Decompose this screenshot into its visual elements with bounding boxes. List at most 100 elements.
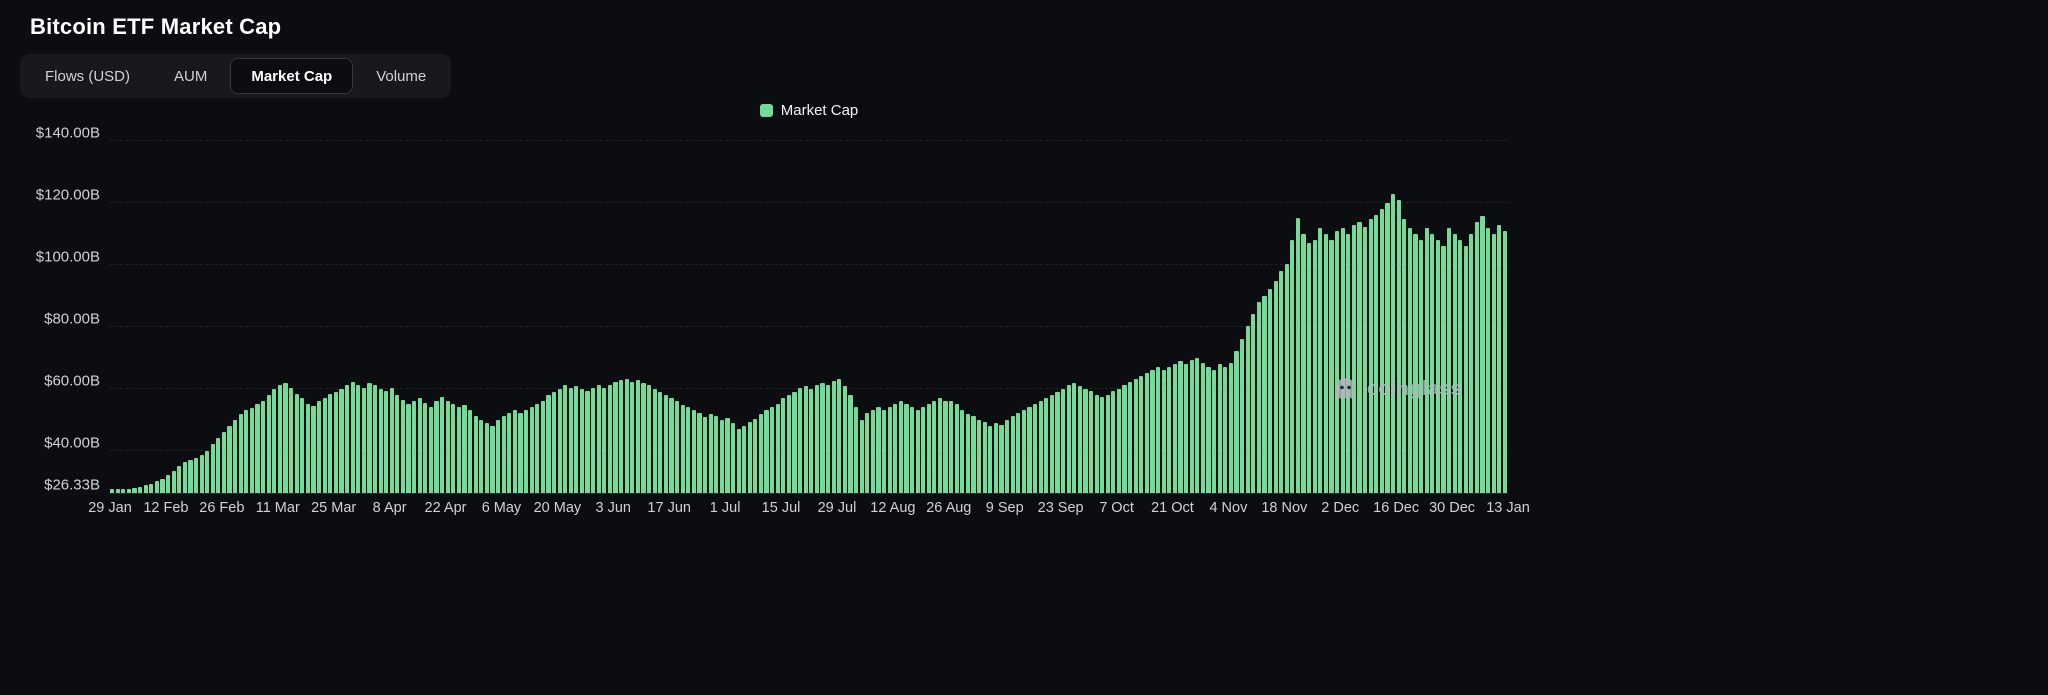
bar (171, 470, 176, 493)
bar (1446, 228, 1452, 493)
bar (764, 410, 769, 493)
bar (143, 485, 148, 493)
chart-tab-bar: Flows (USD) AUM Market Cap Volume (20, 54, 452, 98)
bar (1486, 227, 1491, 493)
bar (909, 407, 915, 493)
bar (949, 401, 954, 493)
bar (440, 397, 445, 493)
x-tick-label: 30 Dec (1429, 500, 1476, 516)
bar (149, 483, 154, 493)
bar (792, 391, 797, 493)
bar (848, 395, 853, 493)
bar (199, 455, 204, 493)
bar (1402, 218, 1407, 493)
bar (803, 386, 808, 493)
bar (736, 428, 741, 493)
x-tick-label: 16 Dec (1373, 500, 1420, 516)
chart-legend: Market Cap (0, 102, 1618, 119)
x-tick-label: 18 Nov (1261, 500, 1308, 516)
bar (110, 489, 115, 493)
bar (233, 419, 238, 493)
bar (1357, 221, 1362, 493)
bar (781, 398, 786, 493)
bar (490, 425, 495, 493)
bar (1374, 215, 1379, 493)
gridline-140 (110, 140, 1508, 142)
bar (395, 394, 400, 493)
bar (456, 407, 462, 493)
x-tick-label: 7 Oct (1099, 500, 1134, 516)
bar (1491, 233, 1496, 493)
bar (1340, 227, 1345, 493)
tab-volume[interactable]: Volume (376, 67, 427, 85)
bar (1273, 280, 1278, 493)
bar (635, 379, 641, 493)
gridline-40 (110, 449, 1508, 451)
tab-market-cap[interactable]: Market Cap (230, 58, 354, 94)
bar (865, 413, 870, 493)
bar (921, 407, 926, 493)
bar (965, 413, 971, 493)
gridline-100 (110, 264, 1508, 266)
bar (775, 403, 780, 493)
bar (378, 388, 383, 493)
bar (1161, 369, 1166, 493)
bar (1435, 239, 1440, 493)
bar (244, 410, 249, 493)
x-tick-label: 22 Apr (424, 500, 467, 516)
bar (249, 407, 255, 493)
x-tick-label: 8 Apr (372, 500, 407, 516)
bar (1122, 385, 1127, 493)
bar (1418, 240, 1424, 493)
bar (417, 398, 422, 493)
bar (289, 388, 294, 493)
x-tick-label: 12 Aug (870, 500, 916, 516)
bar (1094, 394, 1099, 493)
bar (988, 425, 993, 493)
bar (154, 481, 159, 493)
bar (165, 474, 171, 493)
bar (607, 384, 613, 493)
bar (1077, 385, 1082, 493)
bar (266, 395, 271, 493)
bar (753, 419, 758, 493)
tab-flows-usd[interactable]: Flows (USD) (45, 67, 130, 85)
bar (971, 416, 976, 493)
tab-aum[interactable]: AUM (174, 67, 208, 85)
bar (719, 419, 724, 493)
bar (1167, 366, 1172, 493)
bar (126, 489, 131, 493)
bar (943, 400, 948, 493)
bar-chart-plot-area[interactable]: coinglass (110, 130, 1508, 494)
bar (1379, 209, 1384, 493)
bar (512, 410, 517, 493)
bar (1072, 382, 1077, 493)
bar (193, 458, 199, 493)
bar (1088, 391, 1094, 493)
bar (468, 410, 473, 493)
bar (1228, 362, 1233, 493)
bar-series-market-cap (110, 130, 1508, 493)
bar (1184, 363, 1189, 493)
bar (523, 409, 529, 493)
bar (1223, 366, 1228, 493)
bar (1234, 351, 1239, 493)
bar (221, 432, 227, 493)
bar (1474, 221, 1480, 493)
bar (708, 413, 713, 493)
x-tick-label: 25 Mar (311, 500, 357, 516)
x-tick-label: 17 Jun (647, 500, 691, 516)
x-tick-label: 20 May (533, 500, 582, 516)
x-tick-label: 4 Nov (1209, 500, 1248, 516)
bar (412, 401, 417, 493)
bar (389, 388, 394, 493)
bar (1295, 218, 1301, 493)
bar (915, 409, 920, 493)
bar (132, 488, 137, 493)
bar (322, 398, 327, 493)
bar (1005, 419, 1010, 493)
bar (758, 413, 764, 493)
bar (339, 388, 344, 493)
legend-item-market-cap[interactable]: Market Cap (759, 102, 858, 119)
bar (1279, 270, 1284, 493)
